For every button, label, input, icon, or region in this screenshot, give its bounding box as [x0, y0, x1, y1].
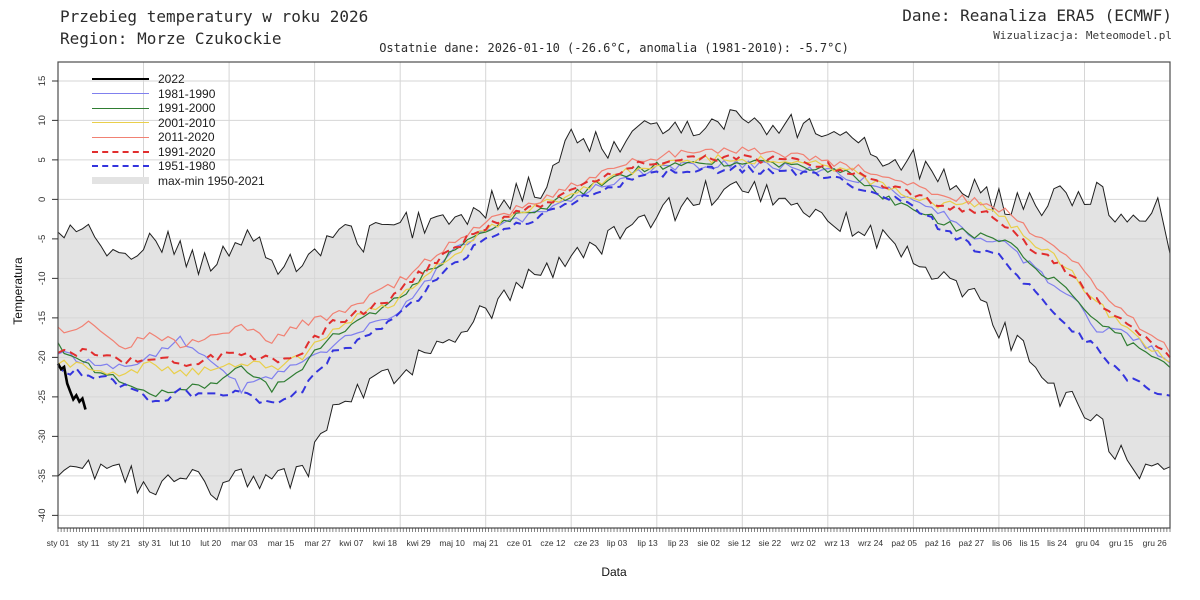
y-axis-title: Temperatura	[11, 257, 25, 325]
svg-text:-20: -20	[37, 351, 48, 365]
svg-text:lip 23: lip 23	[668, 538, 689, 548]
svg-text:paź 05: paź 05	[891, 538, 917, 548]
svg-text:gru 15: gru 15	[1109, 538, 1133, 548]
svg-text:sty 11: sty 11	[77, 538, 99, 548]
source-block: Dane: Reanaliza ERA5 (ECMWF) Wizualizacj…	[902, 6, 1172, 43]
svg-text:mar 03: mar 03	[231, 538, 258, 548]
svg-text:0: 0	[37, 197, 48, 202]
svg-text:15: 15	[37, 76, 48, 87]
svg-text:-40: -40	[37, 509, 48, 523]
legend-label: 2022	[158, 72, 185, 87]
legend-swatch	[92, 78, 149, 81]
svg-text:-5: -5	[37, 235, 48, 243]
series-1981-1990	[57, 159, 1171, 395]
svg-text:cze 23: cze 23	[574, 538, 599, 548]
x-axis-day-ticks	[57, 528, 1171, 532]
region-subtitle: Region: Morze Czukockie	[60, 29, 282, 48]
legend-label: 1981-1990	[158, 86, 216, 101]
legend-swatch	[92, 136, 149, 138]
y-tick-labels: 15 10 5 0 -5 -10 -15 -20 -25 -30 -35 -40	[37, 76, 48, 523]
svg-text:mar 15: mar 15	[268, 538, 295, 548]
series-1991-2020	[57, 153, 1171, 368]
svg-text:cze 12: cze 12	[540, 538, 565, 548]
legend-swatch	[92, 177, 149, 185]
series-2011-2020	[57, 146, 1171, 354]
svg-text:sty 31: sty 31	[138, 538, 161, 548]
page-title-block: Przebieg temperatury w roku 2026 Region: …	[60, 6, 368, 50]
legend-item: 2001-2010	[92, 116, 265, 131]
svg-text:maj 21: maj 21	[473, 538, 499, 548]
svg-text:lut 20: lut 20	[200, 538, 221, 548]
legend-label: 1951-1980	[158, 159, 216, 174]
legend-item: 1991-2000	[92, 101, 265, 116]
svg-text:gru 04: gru 04	[1075, 538, 1099, 548]
svg-text:-10: -10	[37, 272, 48, 286]
band-max-edge	[57, 109, 1171, 277]
svg-text:wrz 02: wrz 02	[790, 538, 816, 548]
svg-text:paź 16: paź 16	[925, 538, 951, 548]
svg-text:-25: -25	[37, 390, 48, 404]
legend-item: 2011-2020	[92, 130, 265, 145]
x-axis-title: Data	[601, 565, 627, 579]
attribution: Wizualizacja: Meteomodel.pl	[993, 29, 1172, 42]
svg-text:kwi 18: kwi 18	[373, 538, 397, 548]
series-2001-2010	[57, 153, 1171, 377]
series-1991-2000	[57, 158, 1171, 398]
svg-text:wrz 13: wrz 13	[823, 538, 849, 548]
svg-text:kwi 29: kwi 29	[406, 538, 430, 548]
legend-swatch	[92, 93, 149, 95]
svg-text:paź 27: paź 27	[959, 538, 985, 548]
svg-text:cze 01: cze 01	[507, 538, 532, 548]
svg-text:sie 22: sie 22	[758, 538, 781, 548]
svg-text:-35: -35	[37, 469, 48, 483]
legend-item: max-min 1950-2021	[92, 174, 265, 189]
svg-text:lis 15: lis 15	[1020, 538, 1040, 548]
svg-text:lip 13: lip 13	[637, 538, 658, 548]
legend-item: 2022	[92, 72, 265, 87]
svg-text:sty 01: sty 01	[47, 538, 70, 548]
y-axis-ticks	[52, 80, 58, 516]
svg-text:maj 10: maj 10	[439, 538, 465, 548]
legend-label: max-min 1950-2021	[158, 173, 265, 188]
legend-item: 1991-2020	[92, 145, 265, 160]
page-title: Przebieg temperatury w roku 2026	[60, 7, 369, 26]
band-min-edge	[57, 178, 1171, 501]
legend-swatch	[92, 165, 149, 168]
svg-text:mar 27: mar 27	[304, 538, 331, 548]
legend-item: 1951-1980	[92, 159, 265, 174]
svg-text:wrz 24: wrz 24	[857, 538, 883, 548]
svg-text:lut 10: lut 10	[170, 538, 191, 548]
svg-text:kwi 07: kwi 07	[339, 538, 363, 548]
svg-text:gru 26: gru 26	[1143, 538, 1167, 548]
svg-text:sty 21: sty 21	[108, 538, 131, 548]
svg-text:sie 02: sie 02	[697, 538, 720, 548]
chart-legend: 2022 1981-1990 1991-2000 2001-2010 2011-2020…	[92, 72, 265, 188]
minmax-band	[58, 109, 1170, 500]
last-data-subtitle: Ostatnie dane: 2026-01-10 (-26.6°C, anom…	[379, 41, 849, 55]
svg-text:lis 24: lis 24	[1047, 538, 1067, 548]
data-source: Dane: Reanaliza ERA5 (ECMWF)	[902, 6, 1172, 25]
legend-swatch	[92, 150, 149, 153]
svg-text:lip 03: lip 03	[607, 538, 628, 548]
series-2022	[56, 363, 87, 410]
legend-label: 2001-2010	[158, 115, 216, 130]
legend-label: 1991-2020	[158, 144, 216, 159]
svg-text:-30: -30	[37, 430, 48, 444]
legend-label: 2011-2020	[158, 130, 215, 145]
svg-text:-15: -15	[37, 311, 48, 325]
legend-label: 1991-2000	[158, 101, 216, 116]
svg-text:lis 06: lis 06	[992, 538, 1012, 548]
svg-text:10: 10	[37, 115, 48, 126]
svg-text:5: 5	[37, 157, 48, 162]
legend-item: 1981-1990	[92, 87, 265, 102]
legend-swatch	[92, 122, 149, 124]
x-tick-labels: sty 01 sty 11 sty 21 sty 31 lut 10 lut 20 mar …	[47, 538, 1167, 548]
svg-text:sie 12: sie 12	[728, 538, 751, 548]
legend-swatch	[92, 107, 149, 109]
